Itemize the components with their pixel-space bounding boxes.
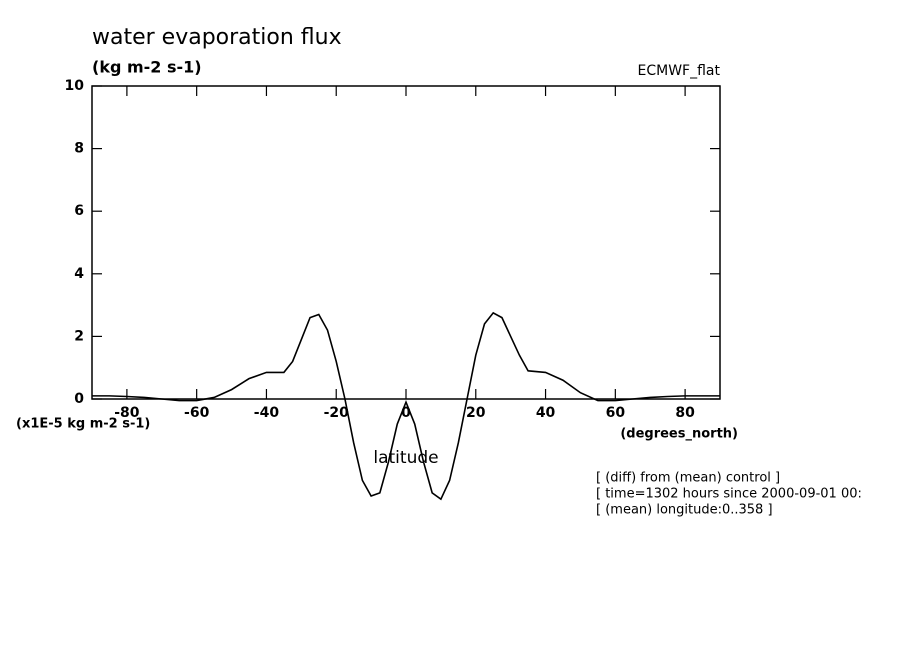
x-tick-label: 40 <box>536 405 556 421</box>
note: [ (diff) from (mean) control ] <box>596 471 780 486</box>
x-tick-label: 80 <box>675 405 695 421</box>
x-tick-label: -40 <box>254 405 280 421</box>
x-tick-label: 20 <box>466 405 486 421</box>
x-tick-label: -20 <box>324 405 350 421</box>
y-tick-label: 10 <box>65 78 85 94</box>
plot-frame <box>91 85 721 400</box>
y-tick-label: 0 <box>74 391 84 407</box>
chart-subtitle: (kg m-2 s-1) <box>92 58 202 77</box>
y-tick-label: 6 <box>74 203 84 219</box>
x-tick-label: 60 <box>606 405 626 421</box>
x-tick-label: 0 <box>401 405 411 421</box>
x-axis-label: latitude <box>373 448 438 468</box>
y-tick-label: 4 <box>74 266 84 282</box>
y-tick-label: 2 <box>74 328 84 344</box>
note: [ time=1302 hours since 2000-09-01 00: <box>596 487 862 502</box>
note: [ (mean) longitude:0..358 ] <box>596 503 773 518</box>
data-line <box>92 311 720 501</box>
dataset-label: ECMWF_flat <box>638 63 721 79</box>
y-tick-label: 8 <box>74 141 84 157</box>
x-axis-units: (degrees_north) <box>620 427 738 442</box>
x-tick-label: -80 <box>114 405 140 421</box>
y-axis-label: (x1E-5 kg m-2 s-1) <box>16 417 150 432</box>
chart-title: water evaporation flux <box>92 25 342 50</box>
x-tick-label: -60 <box>184 405 210 421</box>
